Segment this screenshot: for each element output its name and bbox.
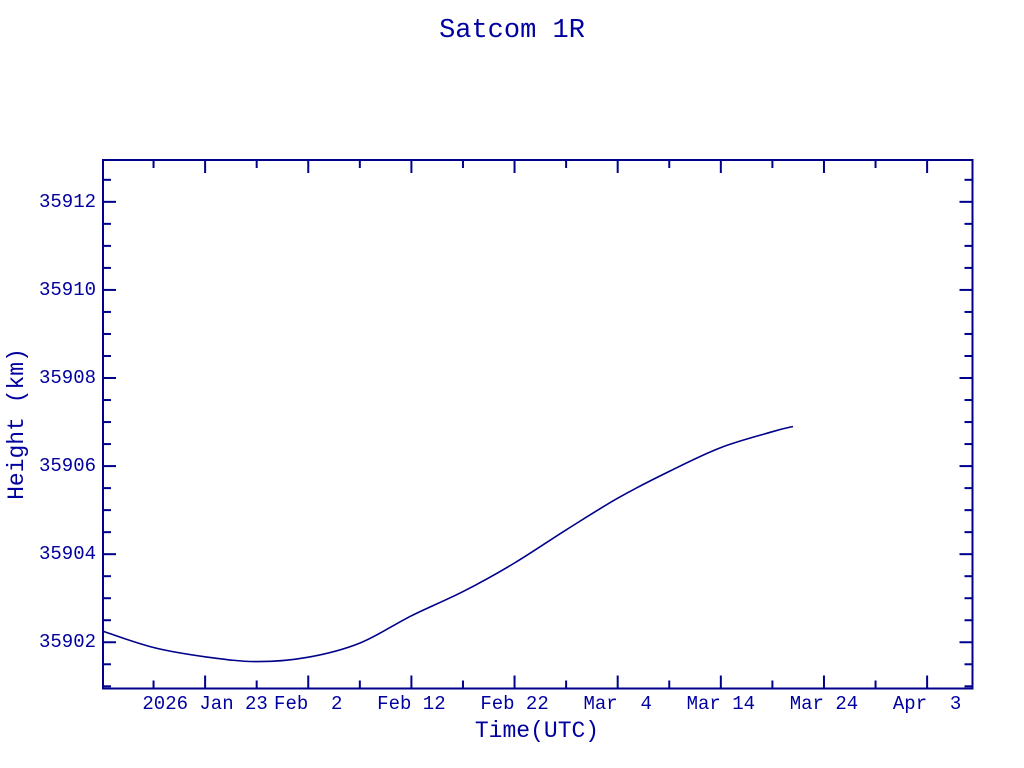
x-axis-tick-label: Mar 4 — [583, 693, 652, 715]
chart-title: Satcom 1R — [439, 16, 585, 46]
y-axis-tick-label: 35912 — [38, 190, 96, 213]
y-axis-tick-label: 35906 — [38, 455, 96, 478]
x-axis-tick-label: Feb 22 — [480, 693, 549, 715]
x-axis-tick-label: Feb 12 — [377, 693, 446, 715]
x-axis-tick-label: Mar 24 — [789, 693, 859, 715]
y-axis-tick-label: 35904 — [38, 543, 96, 566]
x-axis-tick-label: Feb 2 — [274, 693, 343, 715]
x-axis-tick-label: 2026 Jan 23 — [142, 693, 268, 715]
x-axis-tick-label: Apr 3 — [892, 693, 962, 715]
x-axis-tick-label: Mar 14 — [686, 693, 756, 715]
y-axis-tick-label: 35902 — [38, 631, 96, 654]
y-axis-tick-label: 35910 — [38, 278, 96, 301]
x-axis-title: Time(UTC) — [474, 718, 600, 744]
height-curve — [102, 425, 794, 663]
y-axis-tick-label: 35908 — [38, 367, 96, 389]
plot-frame — [102, 159, 974, 690]
